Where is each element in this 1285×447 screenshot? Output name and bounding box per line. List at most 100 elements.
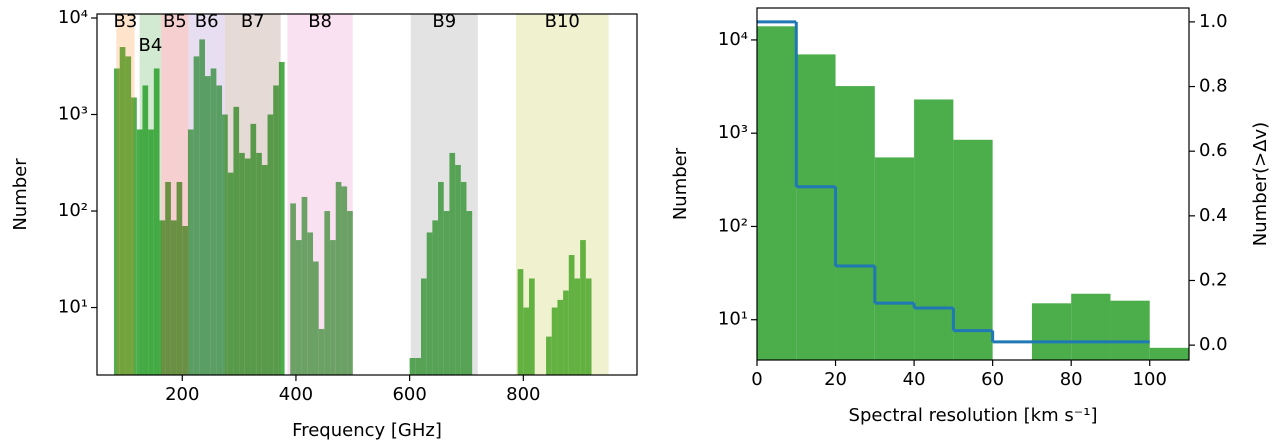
histogram-bar	[233, 106, 240, 375]
histogram-bar	[574, 278, 581, 375]
histogram-bar	[153, 68, 160, 376]
histogram-bar	[114, 68, 120, 376]
histogram-bar	[460, 181, 467, 375]
histogram-bar	[874, 157, 915, 360]
y-tick-label: 10²	[58, 200, 88, 221]
histogram-bar	[148, 129, 154, 375]
histogram-bar	[193, 56, 200, 375]
histogram-bar	[517, 269, 524, 375]
histogram-bar	[341, 186, 348, 375]
histogram-bar	[222, 114, 228, 375]
x-axis-label: Frequency [GHz]	[292, 420, 442, 441]
histogram-bar	[295, 240, 302, 375]
histogram-bar	[256, 152, 262, 375]
band-region	[139, 14, 162, 375]
histogram-bar	[273, 85, 279, 376]
histogram-bar	[757, 26, 797, 360]
histogram-bar	[1071, 293, 1111, 360]
histogram-bar	[415, 358, 421, 375]
histogram-bar	[125, 56, 132, 375]
y-tick-label: 10¹	[718, 309, 748, 330]
y-tick-label: 10¹	[58, 297, 88, 318]
histogram-bar	[449, 152, 456, 375]
histogram-bar	[466, 211, 473, 375]
band-label: B8	[308, 11, 332, 32]
histogram-bar	[1149, 347, 1189, 360]
histogram-bar	[1110, 300, 1150, 360]
band-label: B3	[114, 11, 138, 32]
histogram-bar	[187, 129, 194, 375]
histogram-bar	[953, 139, 993, 360]
histogram-bar	[557, 299, 564, 375]
histogram-bar	[244, 158, 251, 375]
histogram-bar	[324, 211, 331, 375]
histogram-bar	[119, 47, 126, 375]
band-label: B7	[241, 11, 265, 32]
histogram-bar	[568, 255, 575, 375]
histogram-bar	[426, 232, 433, 375]
histogram-bar	[136, 129, 143, 375]
histogram-bar	[551, 307, 558, 375]
histogram-bar	[216, 85, 223, 376]
plot-frame	[756, 7, 1190, 361]
histogram-bar	[170, 220, 177, 375]
histogram-bar	[443, 211, 450, 375]
histogram-bar	[267, 114, 274, 375]
x-tick-label: 60	[981, 369, 1004, 390]
histogram-bar	[335, 181, 342, 375]
y2-tick-label: 0.0	[1199, 334, 1228, 355]
histogram-bar	[1031, 303, 1072, 360]
histogram-bar	[290, 203, 296, 375]
histogram-bar	[159, 220, 166, 375]
band-region	[287, 14, 353, 375]
histogram-bar	[546, 336, 552, 375]
histogram-bar	[131, 97, 137, 375]
y-tick-label: 10³	[58, 104, 88, 125]
y-tick-label: 10³	[718, 122, 748, 143]
y-tick-label: 10⁴	[718, 29, 748, 50]
x-tick-label: 200	[165, 384, 199, 405]
histogram-bar	[182, 225, 188, 375]
histogram-bar	[165, 181, 171, 375]
histogram-bar	[529, 278, 535, 375]
histogram-bar	[318, 328, 325, 375]
band-label: B10	[545, 11, 580, 32]
histogram-bar	[205, 76, 211, 375]
histogram-bar	[563, 290, 569, 375]
histogram-bar	[585, 278, 592, 375]
band-region	[515, 14, 609, 375]
histogram-bar	[914, 99, 954, 360]
x-tick-label: 80	[1060, 369, 1083, 390]
y2-tick-label: 0.8	[1199, 76, 1228, 97]
y2-tick-label: 0.6	[1199, 140, 1228, 161]
y2-axis-label: Number(>Δv)	[1250, 122, 1271, 246]
histogram-bar	[307, 232, 313, 375]
band-label: B5	[163, 11, 187, 32]
y2-tick-label: 0.4	[1199, 205, 1228, 226]
x-tick-label: 400	[279, 384, 313, 405]
y-tick-label: 10⁴	[58, 7, 88, 28]
band-label: B4	[139, 35, 163, 56]
x-tick-label: 20	[824, 369, 847, 390]
histogram-bar	[580, 240, 586, 375]
y2-tick-label: 0.2	[1199, 269, 1228, 290]
y-tick-label: 10²	[718, 215, 748, 236]
histogram-bar	[421, 278, 427, 375]
histogram-bar	[455, 164, 461, 375]
histogram-bar	[278, 61, 285, 375]
histogram-bar	[523, 307, 529, 375]
histogram-bar	[261, 164, 268, 375]
x-tick-label: 0	[751, 369, 762, 390]
y-axis-label: Number	[670, 147, 691, 220]
histogram-bar	[313, 261, 319, 375]
histogram-bar	[835, 86, 875, 360]
histogram-bar	[347, 211, 353, 375]
plot-frame	[96, 13, 638, 376]
histogram-bar	[432, 220, 439, 375]
band-label: B9	[432, 11, 456, 32]
x-tick-label: 600	[392, 384, 426, 405]
y-axis-label: Number	[10, 158, 31, 231]
band-region	[116, 14, 135, 375]
histogram-bar	[330, 240, 336, 375]
